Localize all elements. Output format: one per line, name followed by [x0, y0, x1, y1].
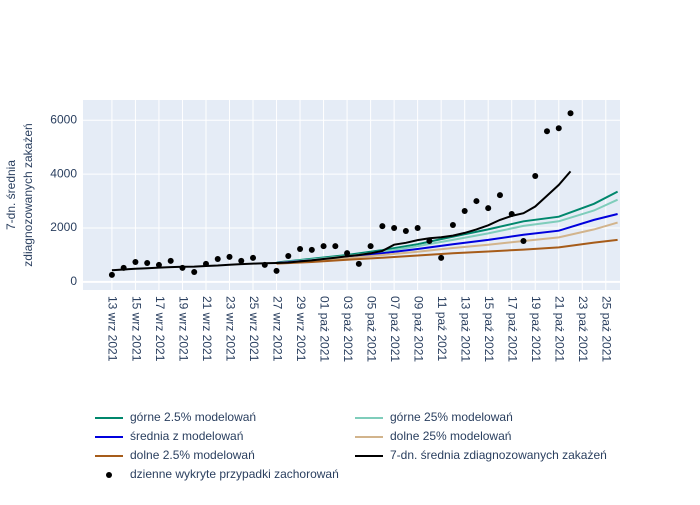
- x-tick-label: 01 paź 2021: [317, 296, 331, 362]
- data-point: [308, 246, 315, 253]
- data-point: [132, 258, 139, 265]
- x-tick-label: 15 paź 2021: [482, 296, 496, 362]
- x-tick-label: 13 wrz 2021: [106, 296, 120, 362]
- data-point: [438, 254, 445, 261]
- legend-label: górne 2.5% modelowań: [130, 410, 256, 424]
- series-line: [111, 170, 572, 272]
- legend-label: górne 25% modelowań: [390, 410, 513, 424]
- data-point: [426, 237, 433, 244]
- data-point: [391, 225, 398, 232]
- series-line: [276, 221, 618, 265]
- data-point: [496, 192, 503, 199]
- data-point: [532, 173, 539, 179]
- data-point: [144, 260, 151, 267]
- y-tick-label: 2000: [50, 220, 77, 234]
- x-tick-label: 25 wrz 2021: [247, 296, 261, 362]
- x-tick-label: 19 paź 2021: [529, 296, 543, 362]
- y-tick-label: 0: [70, 274, 77, 288]
- x-tick-label: 29 wrz 2021: [294, 296, 308, 362]
- data-point: [214, 256, 221, 263]
- legend-label: dzienne wykryte przypadki zachorowań: [130, 467, 339, 481]
- x-tick-label: 21 paź 2021: [553, 296, 567, 362]
- y-tick-label: 4000: [50, 166, 77, 180]
- data-point: [155, 261, 162, 268]
- data-point: [414, 225, 421, 232]
- data-point: [191, 268, 198, 275]
- data-point: [379, 223, 386, 230]
- data-point: [167, 257, 174, 264]
- x-tick-label: 23 wrz 2021: [223, 296, 237, 362]
- data-point: [402, 227, 409, 234]
- data-point: [250, 254, 257, 261]
- data-point: [485, 205, 492, 212]
- legend-label: 7-dn. średnia zdiagnozowanych zakażeń: [390, 448, 607, 462]
- data-point: [332, 243, 339, 250]
- data-point: [449, 222, 456, 229]
- x-tick-label: 17 wrz 2021: [153, 296, 167, 362]
- data-point: [273, 267, 280, 274]
- x-tick-label: 09 paź 2021: [411, 296, 425, 362]
- x-tick-label: 27 wrz 2021: [270, 296, 284, 362]
- x-tick-label: 15 wrz 2021: [129, 296, 143, 362]
- x-tick-label: 25 paź 2021: [600, 296, 614, 362]
- x-tick-label: 13 paź 2021: [459, 296, 473, 362]
- data-point: [179, 264, 186, 271]
- plot-area: [83, 100, 620, 290]
- x-tick-label: 03 paź 2021: [341, 296, 355, 362]
- data-point: [285, 253, 292, 260]
- data-point: [555, 125, 562, 132]
- data-point: [238, 257, 245, 264]
- x-tick-label: 17 paź 2021: [506, 296, 520, 362]
- data-point: [108, 271, 115, 278]
- series-line: [276, 238, 618, 265]
- data-point: [508, 211, 515, 217]
- legend-label: średnia z modelowań: [130, 429, 243, 443]
- data-point: [355, 260, 362, 267]
- legend-label: dolne 25% modelowań: [390, 429, 511, 443]
- x-tick-label: 07 paź 2021: [388, 296, 402, 362]
- x-tick-label: 19 wrz 2021: [176, 296, 190, 362]
- data-point: [202, 260, 209, 267]
- y-tick-label: 6000: [50, 112, 77, 126]
- data-point: [543, 128, 550, 135]
- data-point: [344, 250, 351, 257]
- data-point: [120, 264, 127, 271]
- x-tick-label: 23 paź 2021: [576, 296, 590, 362]
- data-point: [297, 246, 304, 253]
- y-axis-title: 7-dn. średnia: [4, 160, 18, 230]
- legend-marker: [106, 472, 112, 478]
- data-point: [567, 110, 574, 117]
- x-tick-label: 11 paź 2021: [435, 296, 449, 361]
- y-axis-title: zdiagnozowanych zakażeń: [21, 123, 35, 266]
- data-point: [226, 253, 233, 260]
- x-tick-label: 05 paź 2021: [364, 296, 378, 362]
- data-point: [320, 243, 327, 250]
- data-point: [473, 198, 480, 205]
- x-tick-label: 21 wrz 2021: [200, 296, 214, 362]
- data-point: [367, 243, 374, 250]
- data-point: [261, 261, 268, 268]
- legend-label: dolne 2.5% modelowań: [130, 448, 255, 462]
- data-point: [461, 208, 468, 215]
- data-point: [520, 237, 527, 244]
